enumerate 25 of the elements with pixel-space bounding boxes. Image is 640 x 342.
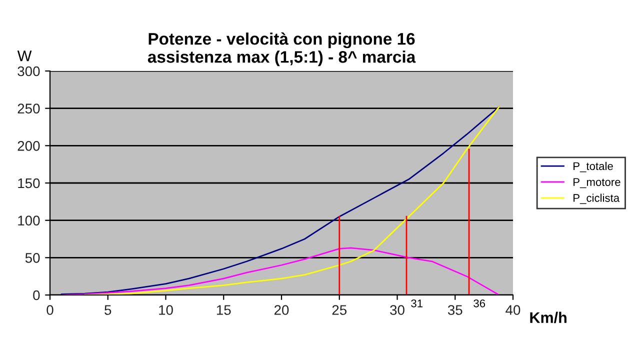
y-tick-label: 200 <box>18 141 40 151</box>
x-tick-label: 40 <box>506 305 520 315</box>
legend-label: P_ciclista <box>574 194 620 204</box>
x-tick-label: 30 <box>390 305 404 315</box>
x-tick-label: 5 <box>104 305 112 315</box>
x-tick-label: 35 <box>448 305 462 315</box>
x-axis-title: Km/h <box>530 312 566 324</box>
y-tick-label: 300 <box>18 66 40 76</box>
x-tick-label: 15 <box>216 305 231 315</box>
chart-title: Potenze - velocità con pignone 16 assistenza max (1,5:1) - 8^ marcia <box>148 32 416 66</box>
annotation: 31 <box>411 299 422 308</box>
line-series <box>60 247 500 295</box>
y-tick-label: 250 <box>18 104 40 114</box>
y-tick-label: 100 <box>18 216 40 226</box>
legend-label: P_totale <box>574 162 613 172</box>
x-tick-label: 25 <box>332 305 347 315</box>
y-tick-label: 50 <box>25 253 40 263</box>
y-tick-label: 150 <box>18 178 40 188</box>
x-tick-label: 20 <box>274 305 289 315</box>
y-axis-title: W <box>17 50 32 62</box>
y-tick-label: 0 <box>33 290 40 300</box>
x-tick-label: 10 <box>159 305 173 315</box>
x-tick-label: 0 <box>46 305 54 315</box>
annotation: 36 <box>474 299 486 308</box>
legend-label: P_motore <box>574 178 620 188</box>
